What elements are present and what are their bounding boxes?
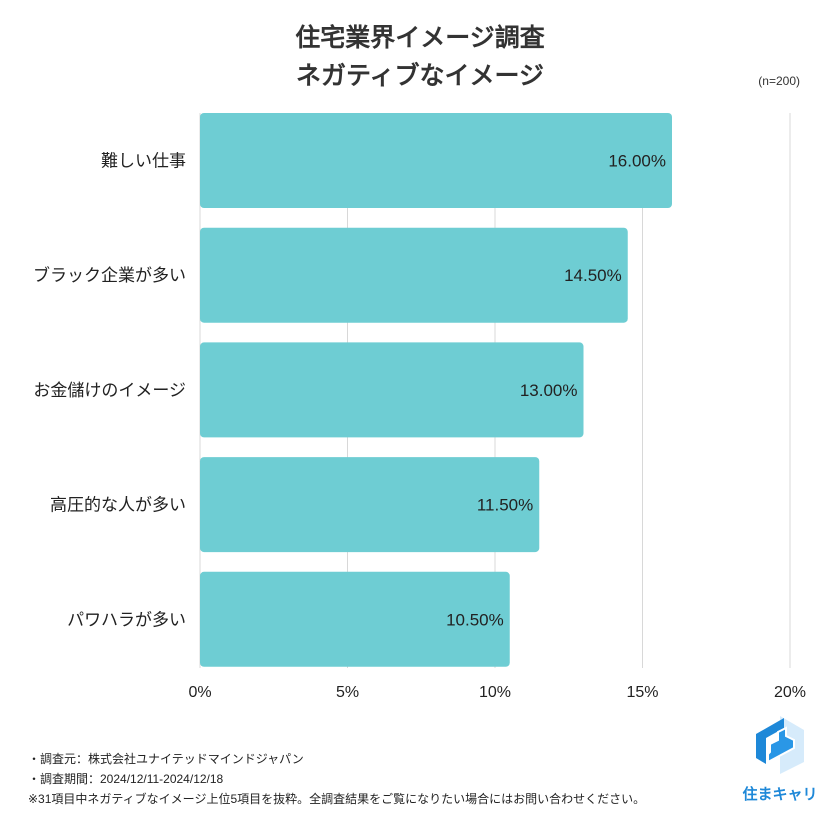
x-tick-label: 10% xyxy=(479,684,511,701)
category-label: ブラック企業が多い xyxy=(33,265,186,285)
category-label: パワハラが多い xyxy=(67,610,186,629)
x-tick-label: 15% xyxy=(626,684,658,701)
logo: 住まキャリ xyxy=(740,712,820,804)
bar xyxy=(200,342,584,438)
bar xyxy=(200,227,628,323)
data-label: 13.00% xyxy=(520,381,578,400)
chart-subtitle: ネガティブなイメージ xyxy=(295,62,544,90)
bar xyxy=(200,571,510,667)
category-label: 高圧的な人が多い xyxy=(50,496,186,515)
footer-period: ・調査期間：2024/12/11-2024/12/18 xyxy=(28,772,224,786)
bar-chart: 0% 5% 10% 15% 20% 16.00% 難しい仕事 14.50% ブラック企業が多い 1… xyxy=(33,113,806,701)
data-label: 11.50% xyxy=(477,496,533,515)
x-tick-label: 5% xyxy=(336,684,359,701)
data-label: 16.00% xyxy=(608,152,666,171)
stairs-house-icon xyxy=(756,716,804,774)
category-label: 難しい仕事 xyxy=(101,152,186,171)
footer-source: ・調査元：株式会社ユナイテッドマインドジャパン xyxy=(28,752,304,766)
x-tick-label: 0% xyxy=(188,684,211,701)
footer-note: ※31項目中ネガティブなイメージ上位5項目を抜粋。全調査結果をご覧になりたい場合… xyxy=(28,792,646,806)
bar xyxy=(200,457,540,553)
sample-size: (n=200) xyxy=(758,74,800,88)
data-label: 14.50% xyxy=(564,266,622,285)
category-label: お金儲けのイメージ xyxy=(33,381,186,400)
data-label: 10.50% xyxy=(446,610,504,629)
x-tick-label: 20% xyxy=(774,684,806,701)
bar xyxy=(200,113,672,208)
chart-title: 住宅業界イメージ調査 xyxy=(295,24,545,52)
logo-text: 住まキャリ xyxy=(742,786,818,803)
